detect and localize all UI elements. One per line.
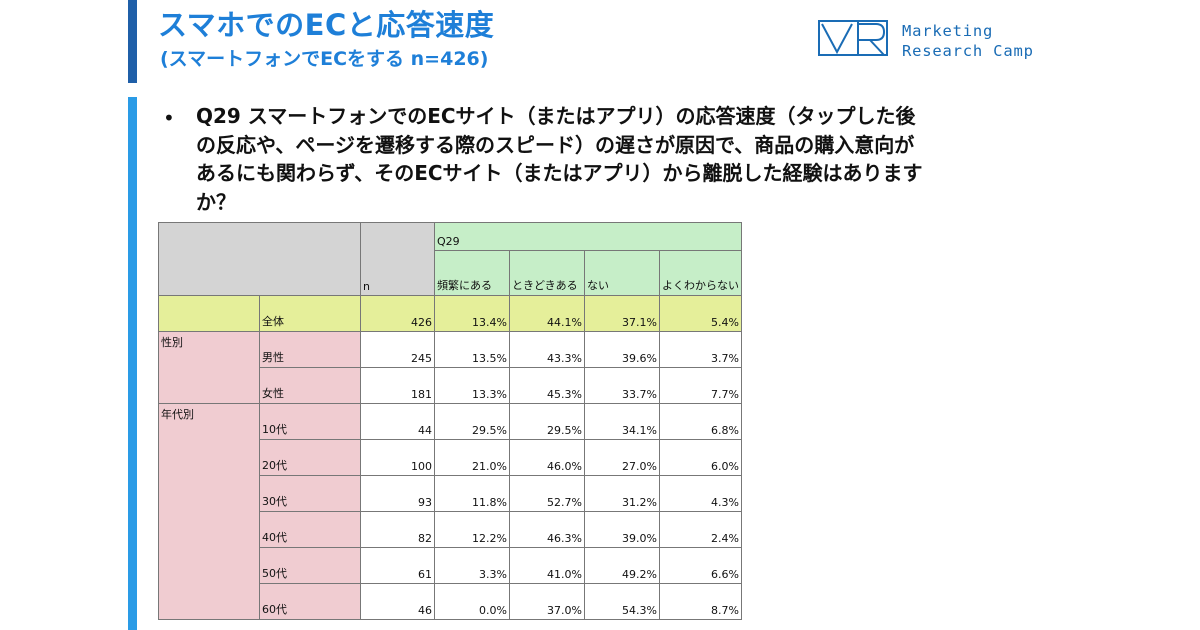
cell-n: 245	[360, 331, 435, 368]
row-label: 10代	[259, 403, 361, 440]
cell-value: 3.3%	[434, 547, 510, 584]
row-label: 男性	[259, 331, 361, 368]
header-blank-cell	[158, 222, 361, 296]
cell-value: 6.6%	[659, 547, 742, 584]
table-header-row: n Q29	[158, 222, 742, 296]
accent-bar-bottom	[128, 97, 137, 630]
cell-n: 44	[360, 403, 435, 440]
cell-value: 13.3%	[434, 367, 510, 404]
cell-n: 82	[360, 511, 435, 548]
cell-value: 12.2%	[434, 511, 510, 548]
cell-value: 44.1%	[509, 295, 585, 332]
header-question-code: Q29	[434, 222, 742, 251]
row-label: 20代	[259, 439, 361, 476]
cell-value: 6.8%	[659, 403, 742, 440]
cell-value: 54.3%	[584, 583, 660, 620]
cell-value: 46.3%	[509, 511, 585, 548]
cell-value: 37.1%	[584, 295, 660, 332]
question-line: あるにも関わらず、そのECサイト（またはアプリ）から離脱した経験はあります	[196, 161, 923, 185]
group-label: 年代別	[158, 403, 260, 620]
cell-value: 45.3%	[509, 367, 585, 404]
table-row: 50代 61 3.3% 41.0% 49.2% 6.6%	[159, 547, 742, 584]
cell-value: 7.7%	[659, 367, 742, 404]
cell-value: 46.0%	[509, 439, 585, 476]
logo-mark-icon	[818, 20, 888, 56]
row-label: 全体	[259, 295, 361, 332]
cell-value: 52.7%	[509, 475, 585, 512]
question-text: Q29 スマートフォンでのECサイト（またはアプリ）の応答速度（タップした後 の…	[196, 102, 1066, 216]
cell-value: 21.0%	[434, 439, 510, 476]
total-blank-cell	[158, 295, 260, 332]
cell-value: 43.3%	[509, 331, 585, 368]
column-header: 頻繁にある	[434, 250, 510, 296]
page-title: スマホでのECと応答速度	[158, 8, 495, 42]
results-table: n Q29 頻繁にある ときどきある ない よくわからない 全体 426 13.…	[158, 222, 742, 620]
accent-bar-top	[128, 0, 137, 83]
row-label: 40代	[259, 511, 361, 548]
question-line: か？	[196, 189, 236, 214]
cell-value: 13.5%	[434, 331, 510, 368]
cell-value: 6.0%	[659, 439, 742, 476]
cell-value: 31.2%	[584, 475, 660, 512]
cell-value: 33.7%	[584, 367, 660, 404]
cell-n: 181	[360, 367, 435, 404]
cell-value: 5.4%	[659, 295, 742, 332]
column-header: ない	[584, 250, 660, 296]
question-line: の反応や、ページを遷移する際のスピード）の遅さが原因で、商品の購入意向が	[196, 132, 915, 157]
column-header: ときどきある	[509, 250, 585, 296]
cell-value: 4.3%	[659, 475, 742, 512]
column-header: よくわからない	[659, 250, 742, 296]
brand-logo: Marketing Research Camp	[818, 20, 1068, 60]
cell-value: 29.5%	[509, 403, 585, 440]
table-row: 性別 男性 245 13.5% 43.3% 39.6% 3.7%	[158, 331, 742, 404]
cell-value: 41.0%	[509, 547, 585, 584]
cell-value: 27.0%	[584, 439, 660, 476]
cell-n: 93	[360, 475, 435, 512]
cell-n: 61	[360, 547, 435, 584]
row-label: 60代	[259, 583, 361, 620]
logo-line-1: Marketing	[902, 22, 994, 40]
cell-value: 3.7%	[659, 331, 742, 368]
cell-value: 37.0%	[509, 583, 585, 620]
row-label: 50代	[259, 547, 361, 584]
table-row: 年代別 10代 44 29.5% 29.5% 34.1% 6.8%	[158, 403, 742, 620]
group-label: 性別	[158, 331, 260, 404]
bullet-point: •	[163, 106, 175, 130]
cell-value: 39.0%	[584, 511, 660, 548]
table-row-total: 全体 426 13.4% 44.1% 37.1% 5.4%	[158, 295, 742, 332]
table-row: 40代 82 12.2% 46.3% 39.0% 2.4%	[159, 511, 742, 548]
cell-value: 34.1%	[584, 403, 660, 440]
row-label: 30代	[259, 475, 361, 512]
cell-value: 11.8%	[434, 475, 510, 512]
cell-value: 29.5%	[434, 403, 510, 440]
cell-n: 100	[360, 439, 435, 476]
cell-value: 49.2%	[584, 547, 660, 584]
table-row: 30代 93 11.8% 52.7% 31.2% 4.3%	[159, 475, 742, 512]
table-row: 60代 46 0.0% 37.0% 54.3% 8.7%	[159, 583, 742, 620]
row-label: 女性	[259, 367, 361, 404]
cell-value: 0.0%	[434, 583, 510, 620]
table-header-row: 頻繁にある ときどきある ない よくわからない	[159, 250, 742, 296]
question-line: Q29 スマートフォンでのECサイト（またはアプリ）の応答速度（タップした後	[196, 104, 916, 128]
cell-value: 39.6%	[584, 331, 660, 368]
logo-line-2: Research Camp	[902, 42, 1034, 60]
cell-value: 8.7%	[659, 583, 742, 620]
cell-n: 426	[360, 295, 435, 332]
header-n: n	[360, 222, 435, 296]
cell-n: 46	[360, 583, 435, 620]
cell-value: 13.4%	[434, 295, 510, 332]
page-subtitle: (スマートフォンでECをする n=426)	[160, 48, 489, 70]
cell-value: 2.4%	[659, 511, 742, 548]
